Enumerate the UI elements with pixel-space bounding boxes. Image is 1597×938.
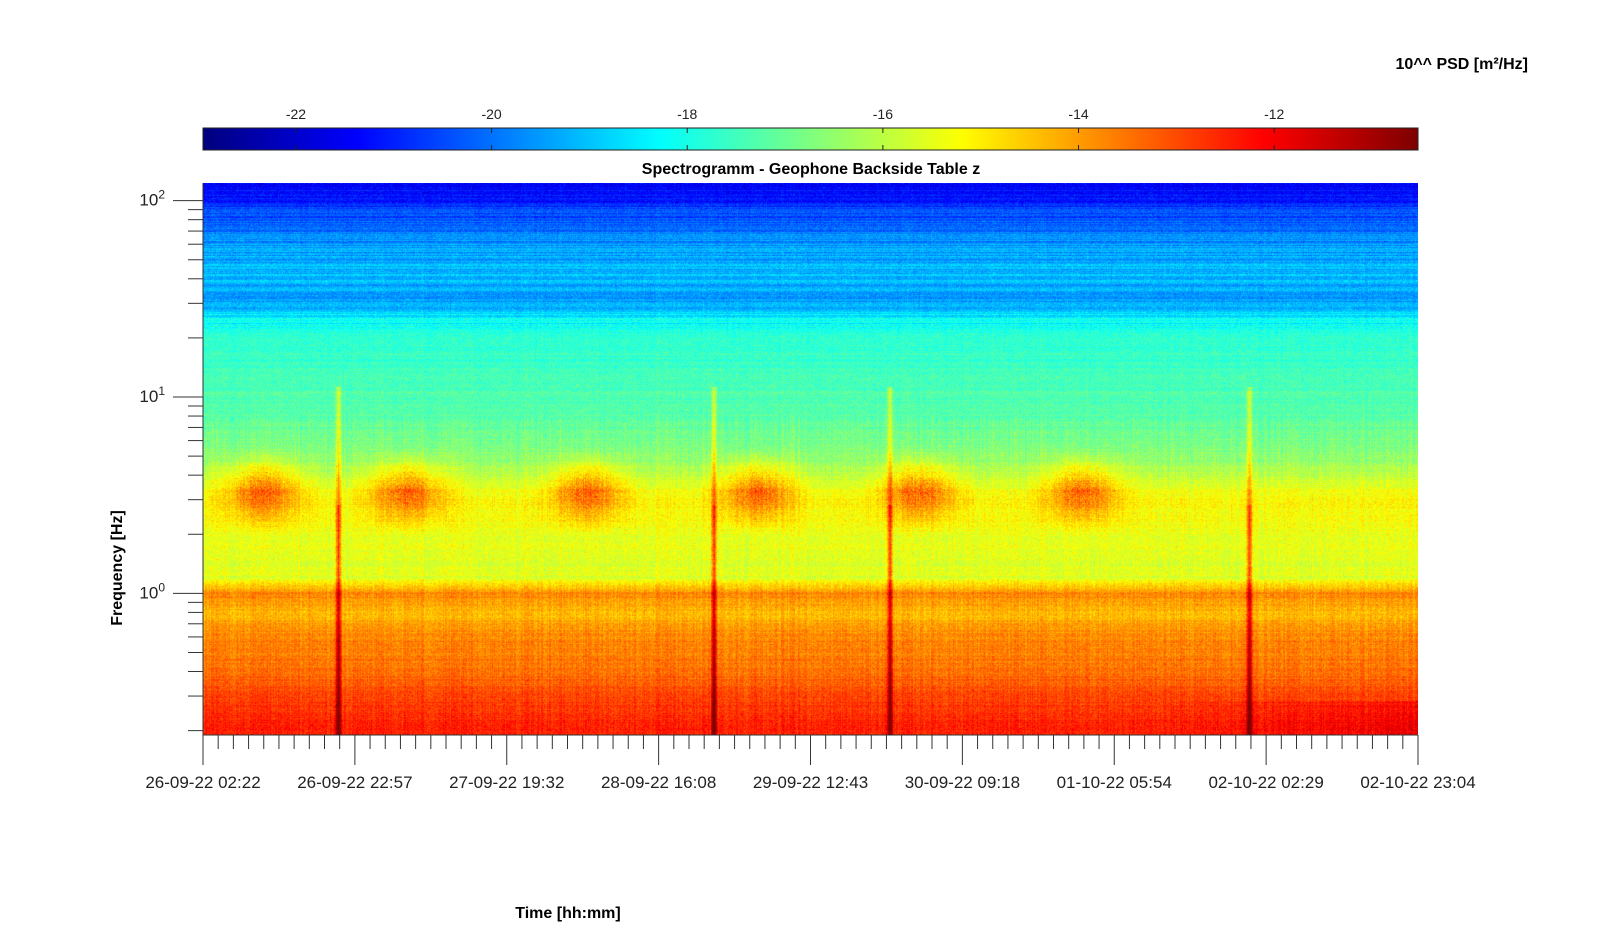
- y-tick-exponent: 2: [158, 188, 165, 202]
- colorbar-tick-label: -12: [1264, 106, 1284, 122]
- colorbar-gradient: [203, 128, 1418, 150]
- x-tick-label: 26-09-22 02:22: [145, 773, 260, 792]
- colorbar-tick-label: -20: [481, 106, 501, 122]
- y-tick-exponent: 0: [158, 580, 165, 594]
- x-tick-label: 01-10-22 05:54: [1057, 773, 1172, 792]
- plot-area: [203, 183, 1418, 735]
- x-axis: 26-09-22 02:22 26-09-22 22:57 27-09-22 19:…: [145, 734, 1476, 792]
- spectrogram-image: [203, 183, 1418, 735]
- y-tick-label: 100: [139, 580, 165, 602]
- y-tick-label: 102: [139, 188, 165, 210]
- x-tick-label: 27-09-22 19:32: [449, 773, 564, 792]
- colorbar-ticks: -22 -20 -18 -16 -14 -12: [286, 106, 1285, 150]
- colorbar-frame: [202, 127, 1419, 151]
- colorbar-tick-label: -18: [677, 106, 697, 122]
- x-axis-label: Time [hh:mm]: [515, 905, 620, 922]
- y-tick-label: 101: [139, 384, 165, 406]
- x-tick-label: 30-09-22 09:18: [905, 773, 1020, 792]
- colorbar-tick-label: -14: [1068, 106, 1088, 122]
- x-tick-label: 29-09-22 12:43: [753, 773, 868, 792]
- y-axis-label: Frequency [Hz]: [109, 510, 126, 626]
- chart-title: Spectrogramm - Geophone Backside Table z: [642, 161, 980, 178]
- x-tick-label: 02-10-22 23:04: [1360, 773, 1475, 792]
- x-tick-label: 02-10-22 02:29: [1208, 773, 1323, 792]
- x-tick-label: 26-09-22 22:57: [297, 773, 412, 792]
- colorbar-tick-label: -22: [286, 106, 306, 122]
- colorbar-label: 10^^ PSD [m²/Hz]: [1396, 56, 1528, 73]
- x-tick-label: 28-09-22 16:08: [601, 773, 716, 792]
- y-tick-exponent: 1: [158, 384, 165, 398]
- colorbar: -22 -20 -18 -16 -14 -12: [202, 106, 1419, 151]
- colorbar-tick-label: -16: [873, 106, 893, 122]
